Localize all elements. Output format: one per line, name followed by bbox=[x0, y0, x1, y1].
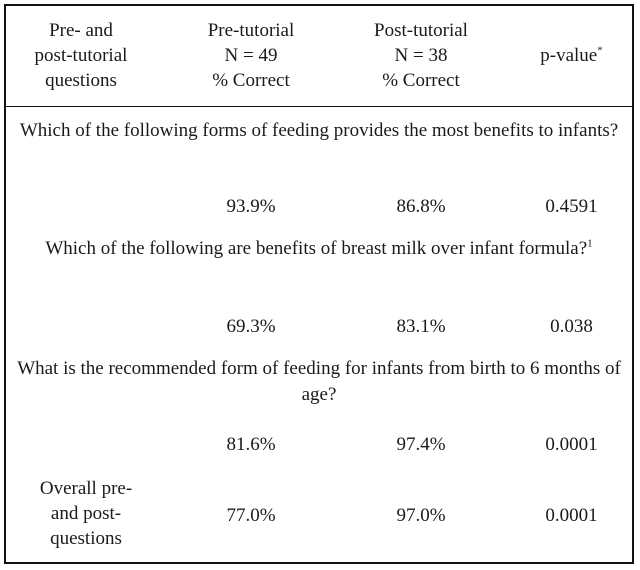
question-1-pre: 93.9% bbox=[226, 196, 276, 217]
header-pre-line-3: % Correct bbox=[212, 70, 290, 91]
question-1-text: Which of the following forms of feeding … bbox=[16, 118, 622, 144]
overall-label: Overall pre- and post- questions bbox=[6, 476, 166, 551]
overall-label-line-1: Overall pre- bbox=[39, 478, 133, 499]
table-header-row: Pre- and post-tutorial questions Pre-tut… bbox=[6, 6, 632, 107]
question-3-p-value: 0.0001 bbox=[545, 434, 598, 455]
question-3-post: 97.4% bbox=[396, 434, 446, 455]
question-2-footnote-marker: 1 bbox=[587, 237, 593, 250]
overall-pre: 77.0% bbox=[226, 505, 276, 526]
overall-p-value: 0.0001 bbox=[545, 505, 598, 526]
header-questions-line-1: Pre- and bbox=[49, 20, 113, 41]
header-pre-tutorial: Pre-tutorial N = 49 % Correct bbox=[166, 18, 336, 93]
question-2-post: 83.1% bbox=[396, 316, 446, 337]
header-questions-line-2: post-tutorial bbox=[34, 45, 128, 66]
header-pre-line-1: Pre-tutorial bbox=[207, 20, 295, 41]
header-questions: Pre- and post-tutorial questions bbox=[6, 18, 156, 93]
results-table: Pre- and post-tutorial questions Pre-tut… bbox=[4, 4, 634, 564]
question-2-text: Which of the following are benefits of b… bbox=[16, 236, 622, 262]
question-1-post: 86.8% bbox=[396, 196, 446, 217]
header-post-line-1: Post-tutorial bbox=[374, 20, 468, 41]
overall-post: 97.0% bbox=[396, 505, 446, 526]
header-p-value: p-value* bbox=[511, 43, 632, 68]
question-3-text: What is the recommended form of feeding … bbox=[16, 356, 622, 408]
question-1-label: Which of the following forms of feeding … bbox=[19, 120, 619, 141]
question-1-p-value: 0.4591 bbox=[545, 196, 598, 217]
overall-label-line-2: and post- bbox=[50, 503, 122, 524]
header-post-tutorial: Post-tutorial N = 38 % Correct bbox=[336, 18, 506, 93]
question-2-pre: 69.3% bbox=[226, 316, 276, 337]
question-3-label: What is the recommended form of feeding … bbox=[17, 358, 621, 405]
header-post-line-3: % Correct bbox=[382, 70, 460, 91]
header-post-line-2: N = 38 bbox=[394, 45, 448, 66]
overall-label-line-3: questions bbox=[50, 528, 122, 549]
question-2-p-value: 0.038 bbox=[550, 316, 593, 337]
question-2-label: Which of the following are benefits of b… bbox=[45, 238, 588, 259]
header-questions-line-3: questions bbox=[45, 70, 117, 91]
question-3-pre: 81.6% bbox=[226, 434, 276, 455]
header-pre-line-2: N = 49 bbox=[224, 45, 278, 66]
header-p-value-marker: * bbox=[597, 44, 603, 57]
header-p-value-label: p-value bbox=[540, 45, 598, 66]
